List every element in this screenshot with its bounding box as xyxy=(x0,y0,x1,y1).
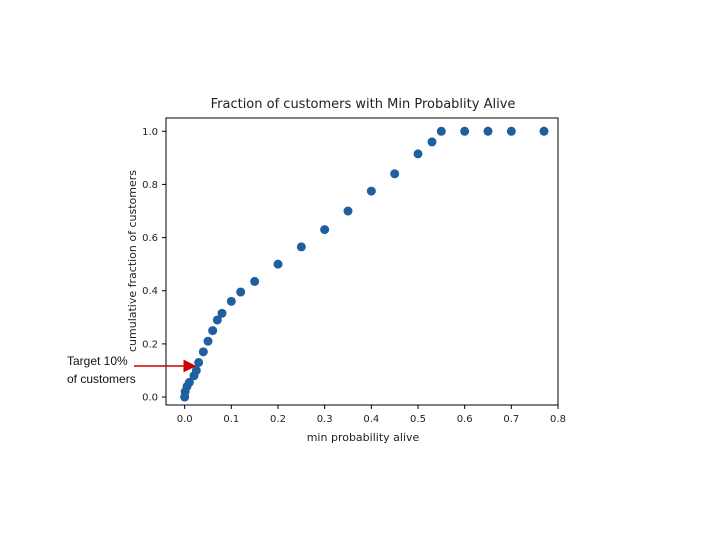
data-point xyxy=(366,186,376,196)
x-tick-label: 0.3 xyxy=(317,414,333,425)
y-axis: 0.0 0.2 0.4 0.6 0.8 1.0 xyxy=(142,127,166,404)
data-point xyxy=(460,126,470,136)
data-point xyxy=(273,259,283,269)
data-point xyxy=(203,336,213,346)
y-tick-label: 0.6 xyxy=(142,233,158,244)
data-point xyxy=(236,287,246,297)
data-point xyxy=(226,296,236,306)
data-point xyxy=(191,365,201,375)
annotation-line-1: Target 10% xyxy=(67,354,128,368)
x-tick-label: 0.6 xyxy=(457,414,473,425)
plot-frame xyxy=(165,117,559,406)
data-point xyxy=(539,126,549,136)
x-tick-label: 0.1 xyxy=(223,414,239,425)
data-point xyxy=(390,169,400,179)
y-tick-label: 0.4 xyxy=(142,286,158,297)
data-series xyxy=(180,126,549,402)
data-point xyxy=(198,347,208,357)
x-axis-label: min probability alive xyxy=(307,431,420,444)
y-axis-label: cumulative fraction of customers xyxy=(126,170,139,352)
x-axis: 0.0 0.1 0.2 0.3 0.4 0.5 0.6 0.7 0.8 xyxy=(177,405,566,425)
y-tick-label: 0.0 xyxy=(142,393,158,404)
data-point xyxy=(320,225,330,235)
x-tick-label: 0.2 xyxy=(270,414,286,425)
data-point xyxy=(296,242,306,252)
data-point xyxy=(436,126,446,136)
data-point xyxy=(483,126,493,136)
data-point xyxy=(217,308,227,318)
chart-title: Fraction of customers with Min Probablit… xyxy=(211,97,516,112)
data-point xyxy=(427,137,437,147)
data-point xyxy=(208,326,218,336)
data-point xyxy=(212,315,222,325)
data-point xyxy=(413,149,423,159)
x-tick-label: 0.7 xyxy=(503,414,519,425)
x-tick-label: 0.5 xyxy=(410,414,426,425)
x-tick-label: 0.8 xyxy=(550,414,566,425)
data-point xyxy=(506,126,516,136)
y-tick-label: 0.8 xyxy=(142,180,158,191)
x-tick-label: 0.0 xyxy=(177,414,193,425)
data-point xyxy=(343,206,353,216)
data-point xyxy=(184,377,194,387)
y-tick-label: 0.2 xyxy=(142,339,158,350)
y-tick-label: 1.0 xyxy=(142,127,158,138)
x-tick-label: 0.4 xyxy=(363,414,379,425)
data-point xyxy=(250,276,260,286)
data-point xyxy=(194,357,204,367)
annotation-line-2: of customers xyxy=(67,372,136,386)
